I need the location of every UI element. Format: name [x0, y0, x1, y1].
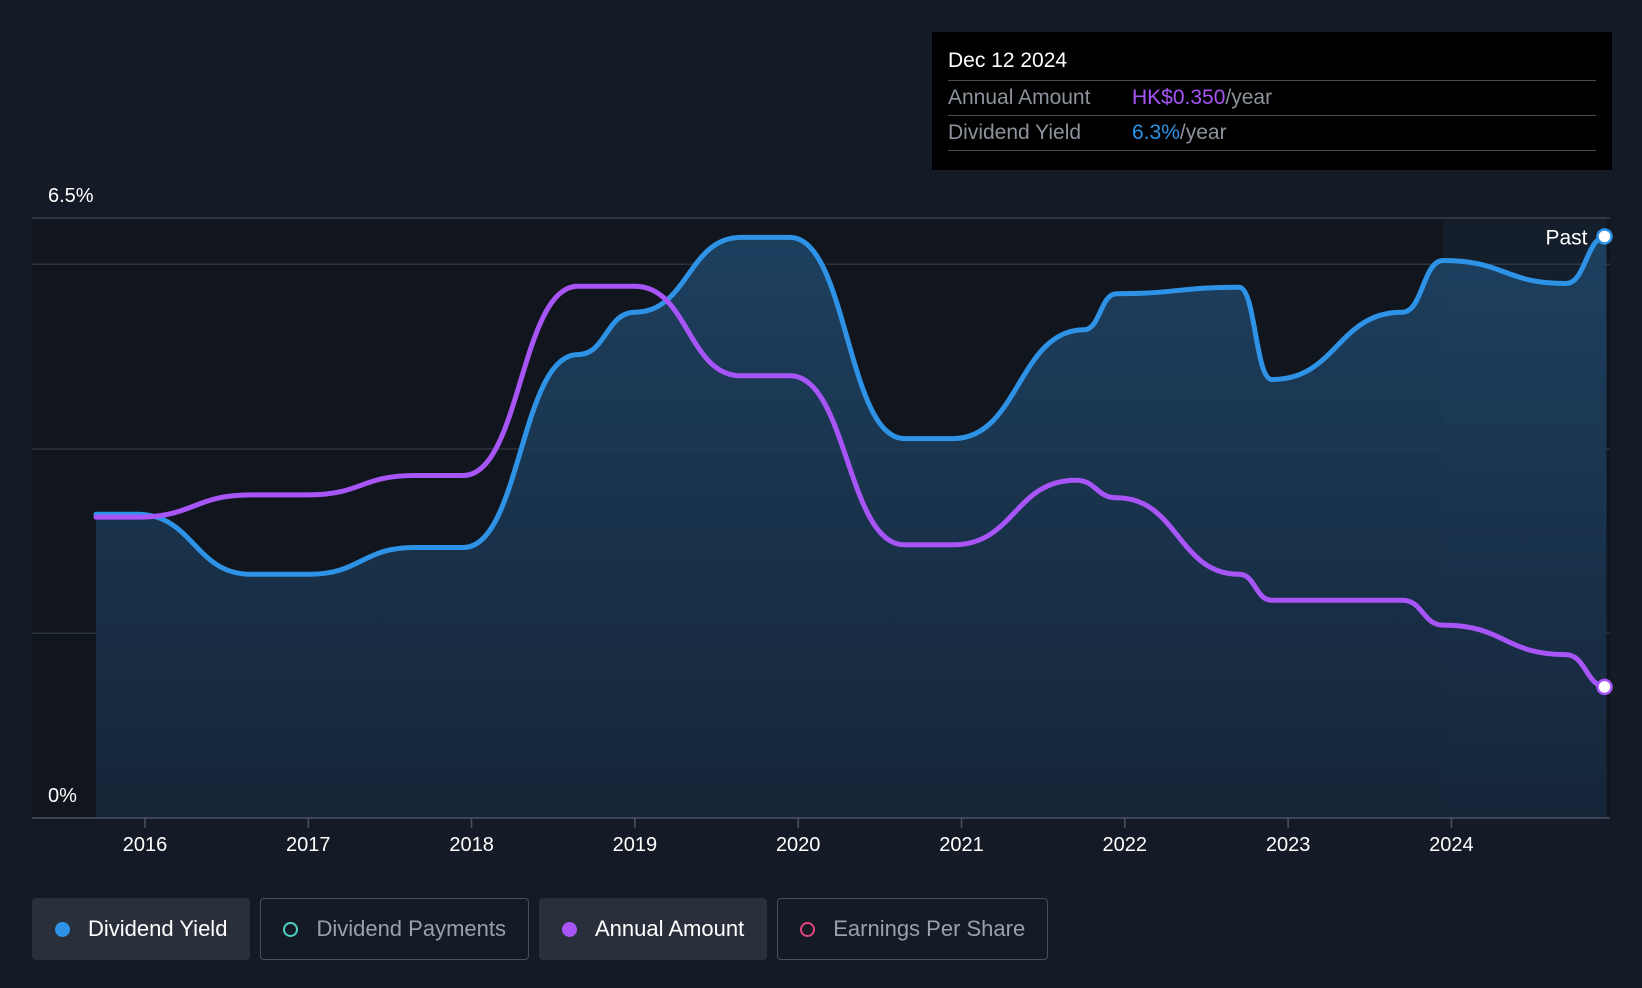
- legend-label: Annual Amount: [594, 916, 745, 941]
- tooltip-label: Dividend Yield: [948, 121, 1082, 144]
- hollow-dot-icon: [283, 921, 299, 937]
- tooltip-value: HK$0.350: [1132, 86, 1226, 109]
- legend-dividend-yield-button[interactable]: Dividend Yield: [32, 898, 251, 960]
- x-tick-label: 2017: [286, 834, 331, 856]
- annual-amount-line: [93, 283, 1609, 690]
- dividend-yield-area: [96, 236, 1607, 818]
- tooltip-unit: /year: [1225, 86, 1273, 109]
- y-axis-top-label: 6.5%: [48, 185, 94, 207]
- legend-earnings-per-share-button[interactable]: Earnings Per Share: [777, 898, 1049, 960]
- x-tick-label: 2016: [123, 834, 168, 856]
- annual-amount-end-marker: [1596, 678, 1613, 696]
- tooltip-row-dividend-yield: Dividend Yield 6.3% /year: [948, 115, 1596, 151]
- legend-label: Dividend Payments: [316, 916, 506, 941]
- filled-dot-icon: [561, 921, 577, 937]
- legend: Dividend Yield Dividend Payments Annual …: [32, 898, 1049, 960]
- legend-annual-amount-button[interactable]: Annual Amount: [538, 898, 768, 960]
- tooltip-value: 6.3%: [1132, 121, 1180, 144]
- y-axis-bottom-label: 0%: [48, 785, 77, 807]
- x-tick-label: 2018: [449, 834, 494, 856]
- x-tick-label: 2021: [939, 834, 984, 856]
- x-tick-label: 2020: [776, 834, 821, 856]
- x-tick-label: 2022: [1103, 834, 1148, 856]
- x-tick-label: 2019: [613, 834, 658, 856]
- dividend-yield-line: [93, 234, 1609, 577]
- tooltip-date: Dec 12 2024: [948, 49, 1068, 72]
- legend-dividend-payments-button[interactable]: Dividend Payments: [260, 898, 529, 960]
- x-tick-label: 2024: [1429, 834, 1474, 856]
- past-label: Past: [1546, 226, 1588, 249]
- legend-label: Dividend Yield: [88, 916, 228, 941]
- tooltip-row-annual-amount: Annual Amount HK$0.350 /year: [948, 80, 1596, 115]
- hollow-dot-icon: [800, 921, 816, 937]
- tooltip: Dec 12 2024 Annual Amount HK$0.350 /year…: [932, 32, 1612, 170]
- legend-label: Earnings Per Share: [833, 916, 1026, 941]
- filled-dot-icon: [55, 921, 70, 937]
- tooltip-label: Annual Amount: [948, 86, 1091, 109]
- tooltip-unit: /year: [1179, 121, 1227, 144]
- dividend-yield-end-marker: [1596, 228, 1613, 245]
- x-tick-label: 2023: [1266, 834, 1311, 856]
